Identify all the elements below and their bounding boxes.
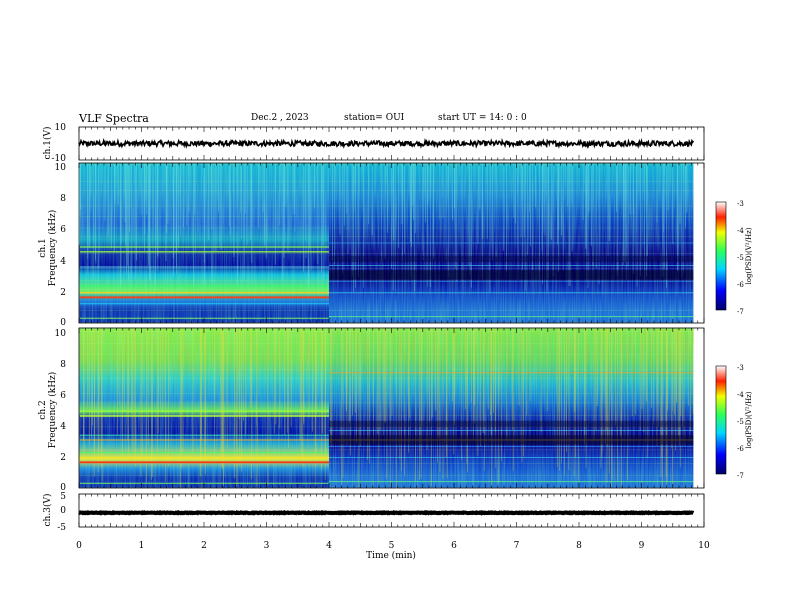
x-tick-label-7: 7 — [514, 541, 520, 551]
ch1-ytick-8: 8 — [60, 194, 66, 204]
ch1-spec-ylabel-line2: Frequency (kHz) — [47, 210, 58, 287]
ch1-cbar-tick-m7: -7 — [737, 308, 744, 316]
x-axis-tick-labels: 0 1 2 3 4 5 6 7 8 9 10 — [76, 541, 710, 551]
ch2-colorbar — [715, 365, 727, 475]
ch2-cbar-tick-m4: -4 — [737, 391, 744, 399]
station-label: station= OUI — [344, 113, 405, 123]
ch1-cbar-tick-m6: -6 — [737, 281, 744, 289]
x-tick-label-3: 3 — [264, 541, 270, 551]
ch2-cbar-tick-m7: -7 — [737, 472, 744, 480]
x-tick-label-8: 8 — [576, 541, 582, 551]
spec2-late-dark-band-2 — [329, 420, 694, 428]
ch2-ytick-0: 0 — [60, 483, 66, 493]
ch1-ytick-6: 6 — [60, 225, 66, 235]
ch2-ytick-6: 6 — [60, 391, 66, 401]
ch1-ytick-4: 4 — [60, 257, 66, 267]
x-tick-label-10: 10 — [698, 541, 710, 551]
figure-title: VLF Spectra — [79, 112, 149, 125]
ch1-spec-ylabel-line1: ch.1 — [38, 238, 48, 257]
x-tick-label-9: 9 — [639, 541, 645, 551]
ch1-waveform-ylabel: ch.1(V) — [42, 127, 53, 160]
ch3-ytick-mid: 0 — [60, 506, 66, 516]
ch2-ytick-2: 2 — [60, 453, 66, 463]
x-tick-label-6: 6 — [451, 541, 457, 551]
ch1-ytick-0: 0 — [60, 318, 66, 328]
ch1-waveform-panel: 10 -10 ch.1(V) — [42, 123, 705, 164]
spec2-hot-texture — [79, 328, 694, 374]
x-tick-label-4: 4 — [326, 541, 332, 551]
ch1-spectrogram-heatmap — [78, 163, 694, 323]
ch2-cbar-tick-m6: -6 — [737, 445, 744, 453]
x-axis-ticks — [78, 127, 705, 527]
spec2-late-dark-band — [329, 435, 694, 445]
spec2-sferic-streaks — [82, 329, 694, 489]
ch1-ytick-10: 10 — [55, 163, 67, 173]
ch1-waveform-trace — [78, 137, 695, 150]
spec1-harmonic-lines — [80, 164, 694, 311]
spec2-harmonic-lines — [80, 331, 694, 476]
ch1-colorbar — [715, 201, 727, 311]
x-tick-label-1: 1 — [139, 541, 145, 551]
x-tick-label-5: 5 — [389, 541, 395, 551]
ch1-cbar-tick-m3: -3 — [737, 200, 744, 208]
ch2-spectrogram-heatmap — [79, 328, 694, 489]
ch1-colorbar-label: log(PSD)(V²/Hz) — [745, 227, 753, 284]
ch3-waveform-trace — [78, 509, 695, 516]
ch3-waveform-ylabel: ch.3(V) — [42, 494, 53, 527]
spec1-late-dark-band-2 — [329, 255, 694, 263]
date-label: Dec.2 , 2023 — [251, 113, 309, 123]
ch2-spec-ylabel-line2: Frequency (kHz) — [47, 372, 58, 449]
ch2-cbar-tick-m5: -5 — [737, 418, 744, 426]
spec1-late-dark-band — [329, 270, 694, 280]
ch1-cbar-tick-m4: -4 — [737, 227, 744, 235]
start-time-label: start UT = 14: 0 : 0 — [438, 113, 527, 123]
x-tick-label-2: 2 — [201, 541, 207, 551]
x-tick-label-0: 0 — [76, 541, 82, 551]
ch2-ytick-10: 10 — [55, 329, 67, 339]
ch1-ytick-top: 10 — [55, 123, 67, 133]
ch2-cbar-tick-m3: -3 — [737, 364, 744, 372]
x-axis-tick-marks — [78, 127, 705, 527]
ch2-ytick-4: 4 — [60, 422, 66, 432]
x-axis-label: Time (min) — [366, 550, 416, 561]
spec1-sferic-streaks — [78, 164, 688, 292]
ch3-ytick-bottom: -5 — [57, 523, 66, 533]
ch1-cbar-tick-m5: -5 — [737, 254, 744, 262]
ch2-colorbar-label: log(PSD)(V²/Hz) — [745, 391, 753, 448]
ch1-ytick-bottom: -10 — [52, 154, 67, 164]
ch3-waveform-panel: 5 0 -5 ch.3(V) — [42, 492, 705, 533]
ch2-ytick-8: 8 — [60, 360, 66, 370]
ch1-ytick-2: 2 — [60, 288, 66, 298]
ch3-ytick-top: 5 — [60, 492, 66, 502]
ch2-spectrogram-panel: 0 2 4 6 8 10 ch.2 Frequency (kHz) -3 -4 … — [38, 327, 753, 493]
ch1-spectrogram-panel: 0 2 4 6 8 10 ch.1 Frequency (kHz) -3 -4 … — [38, 162, 753, 328]
ch2-spec-ylabel-line1: ch.2 — [38, 400, 48, 419]
